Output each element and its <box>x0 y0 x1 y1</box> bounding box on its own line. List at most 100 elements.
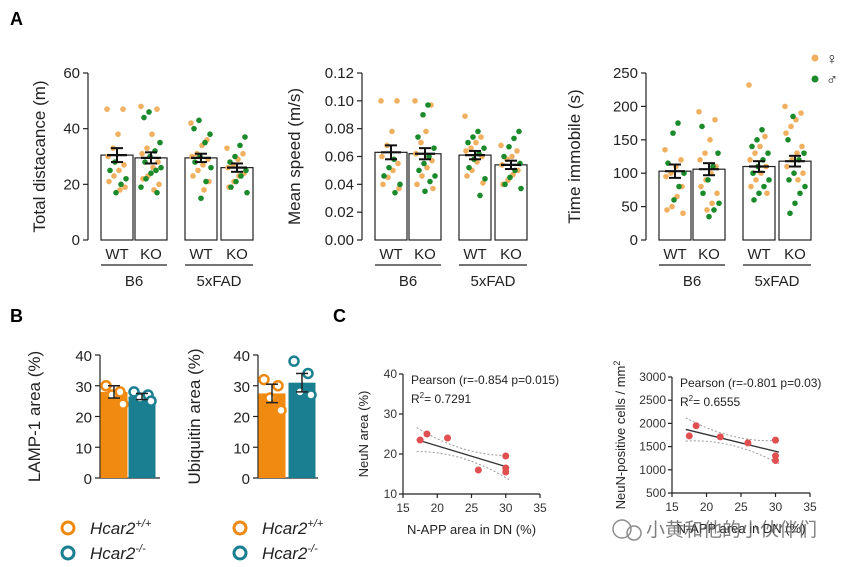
male-point <box>756 190 762 197</box>
female-point <box>395 160 401 167</box>
male-point <box>761 183 767 190</box>
male-point <box>154 189 160 196</box>
female-point <box>746 82 752 88</box>
male-point <box>676 183 682 190</box>
male-point <box>123 175 129 182</box>
x-tick-label: 15 <box>396 501 410 515</box>
male-point <box>699 123 705 130</box>
male-point <box>787 210 793 217</box>
x-tick-label: WT <box>463 246 486 263</box>
x-tick-label: 25 <box>734 500 748 514</box>
group-label: B6 <box>683 273 701 290</box>
male-point <box>516 128 522 135</box>
female-point <box>702 150 708 156</box>
male-point <box>482 175 488 182</box>
data-point <box>117 398 129 410</box>
male-point <box>716 200 722 207</box>
y-axis-label: Ubiquitin area (%) <box>185 348 204 484</box>
male-point <box>431 145 437 151</box>
y-tick-label: 30 <box>384 407 398 421</box>
female-point <box>423 128 429 135</box>
y-tick-label: 500 <box>646 486 666 500</box>
female-point <box>704 207 710 213</box>
wt-legend-label: Hcar2+/+ <box>90 518 152 538</box>
female-point <box>224 145 230 151</box>
male-point <box>751 197 757 203</box>
data-point <box>716 433 724 441</box>
wt-legend-marker-2 <box>232 520 248 536</box>
female-point <box>753 177 759 183</box>
male-point <box>107 167 113 174</box>
wt-legend-label-2: Hcar2+/+ <box>262 518 324 538</box>
female-point <box>698 183 704 190</box>
data-point <box>744 439 752 447</box>
female-point <box>378 98 384 104</box>
y-tick-label: 0 <box>630 232 638 249</box>
male-point <box>518 185 524 192</box>
female-point <box>468 145 474 151</box>
male-point <box>426 153 432 160</box>
male-point <box>791 170 797 176</box>
y-tick-label: 200 <box>613 98 638 115</box>
x-tick-label: 20 <box>431 501 445 515</box>
female-point <box>240 150 246 157</box>
group-label: 5xFAD <box>196 273 241 290</box>
male-point <box>422 188 428 195</box>
female-point <box>379 153 385 160</box>
genotype-legend-right: Hcar2+/+ Hcar2-/- <box>232 518 324 563</box>
x-tick-label: 35 <box>533 501 547 515</box>
female-point <box>788 123 794 130</box>
female-point <box>390 167 396 174</box>
male-point <box>202 139 208 146</box>
male-point <box>113 189 119 196</box>
data-point <box>502 468 510 476</box>
female-legend-dot <box>811 54 819 62</box>
male-point <box>392 189 398 196</box>
male-point <box>118 181 124 188</box>
group-label: B6 <box>125 273 143 290</box>
male-point <box>501 153 507 160</box>
male-point <box>675 120 681 126</box>
data-point <box>264 392 276 404</box>
data-point <box>258 373 270 386</box>
y-tick-label: 3000 <box>639 370 666 384</box>
female-point <box>144 145 150 151</box>
male-point <box>506 143 512 150</box>
y-tick-label: 0.08 <box>325 121 354 138</box>
male-point <box>158 164 164 171</box>
bar <box>458 154 492 241</box>
female-point <box>412 98 418 104</box>
y-tick-label: 1000 <box>639 463 666 477</box>
data-point <box>474 466 482 474</box>
female-point <box>712 116 718 123</box>
male-point <box>203 178 209 185</box>
female-point <box>664 207 670 213</box>
group-label: B6 <box>399 273 417 290</box>
female-point <box>514 148 520 154</box>
male-point <box>242 134 248 140</box>
female-point <box>394 98 400 104</box>
female-point <box>478 134 484 140</box>
female-point <box>201 187 207 193</box>
male-point <box>477 192 483 199</box>
y-tick-label: 0 <box>242 471 250 488</box>
female-point <box>798 110 804 116</box>
y-tick-label: 40 <box>75 348 92 365</box>
data-point <box>685 432 693 440</box>
panel-label-b: B <box>10 306 23 326</box>
female-point <box>678 157 684 163</box>
y-tick-label: 100 <box>613 165 638 182</box>
data-point <box>275 404 287 417</box>
male-point <box>198 195 204 202</box>
female-point <box>430 185 436 192</box>
y-tick-label: 20 <box>75 410 92 427</box>
chart-neun-area-correlation: 10 20 30 40 15 20 25 30 35 N-APP area in DN (%) Ne… <box>356 367 559 537</box>
ko-legend-label: Hcar2-/- <box>90 543 146 563</box>
male-point <box>466 164 472 171</box>
female-point <box>396 185 402 192</box>
male-point <box>243 167 249 174</box>
ko-legend-marker <box>60 545 76 561</box>
female-point <box>414 181 420 188</box>
male-point <box>481 145 487 151</box>
